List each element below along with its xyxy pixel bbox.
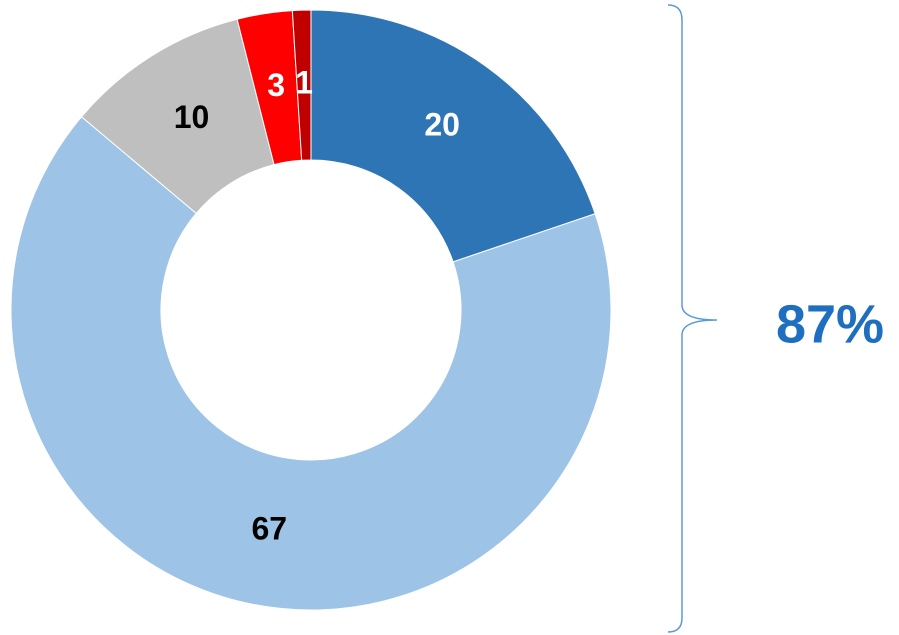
donut-segment [10,116,612,611]
data-label: 3 [267,67,285,103]
donut-segment [310,9,596,263]
data-label: 1 [295,65,313,101]
brace [667,4,718,633]
donut-segment [291,9,312,161]
data-label: 10 [174,99,210,135]
data-label: 67 [251,511,287,547]
annotation: 87% [776,294,884,354]
data-label: 20 [424,107,460,143]
